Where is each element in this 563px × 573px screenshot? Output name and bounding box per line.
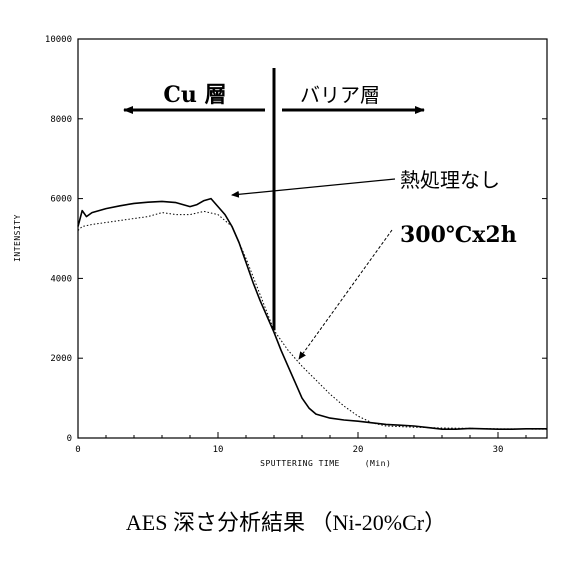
x-axis-unit: (Min) — [365, 459, 392, 468]
callout-arrow-no-heat — [232, 179, 395, 195]
y-tick-label: 2000 — [50, 354, 72, 364]
y-tick-label: 8000 — [50, 115, 72, 125]
callout-arrow-300c — [299, 230, 392, 359]
cu-region-label: Cu 層 — [163, 82, 226, 108]
x-tick-label: 30 — [493, 445, 504, 455]
x-axis-title: SPUTTERING TIME — [260, 459, 340, 468]
barrier-region-label: バリア層 — [300, 83, 380, 107]
y-tick-label: 4000 — [50, 274, 72, 284]
x-tick-label: 0 — [75, 445, 80, 455]
figure-caption: AES 深さ分析結果 （Ni-20%Cr） — [126, 510, 446, 535]
x-tick-label: 10 — [213, 445, 224, 455]
y-tick-label: 0 — [67, 434, 72, 444]
y-tick-label: 6000 — [50, 195, 72, 205]
label-300c-2h: 300℃x2h — [400, 222, 517, 248]
x-tick-label: 20 — [353, 445, 364, 455]
y-axis-title: INTENSITY — [13, 214, 22, 262]
x-axis: 0 10 20 30 — [75, 432, 526, 455]
y-tick-label: 10000 — [45, 35, 72, 45]
label-no-heat-treatment: 熱処理なし — [400, 168, 500, 192]
